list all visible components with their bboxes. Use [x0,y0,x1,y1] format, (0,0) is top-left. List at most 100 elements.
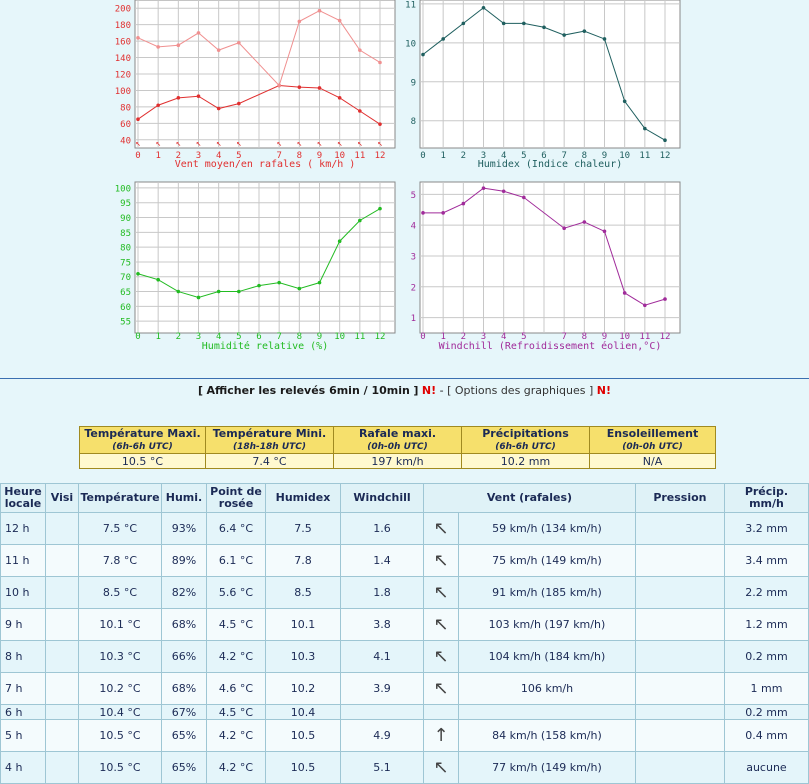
chart-data-point [216,48,221,52]
chart-x-axis-label: Vent moyen/en rafales ( km/h ) [175,159,356,170]
cell-humidite: 66% [161,640,207,673]
cell-precip: 3.2 mm [723,512,809,545]
summary-value-sun: N/A [589,453,716,469]
chart-y-tick-label: 100 [115,87,131,97]
chart-data-point [562,33,566,37]
chart-y-tick-label: 5 [411,191,416,201]
chart-x-tick-label: 2 [461,151,466,161]
wind-direction-marker-icon: ↖ [337,139,342,149]
chart-options-link[interactable]: [ Options des graphiques ] [447,384,594,397]
summary-header-tmin: Température Mini. (18h-18h UTC) [205,426,334,454]
summary-header-precip: Précipitations (6h-6h UTC) [461,426,590,454]
chart-x-tick-label: 12 [375,332,386,342]
wind-direction-marker-icon: ↖ [276,139,281,149]
chart-y-tick-label: 75 [120,258,131,268]
chart-x-tick-label: 11 [354,151,365,161]
chart-x-tick-label: 8 [582,151,587,161]
chart-x-tick-label: 10 [334,332,345,342]
summary-value-tmin: 7.4 °C [205,453,334,469]
cell-precip: 0.2 mm [723,704,809,720]
new-badge-2: N! [596,384,612,397]
chart-y-tick-label: 60 [120,303,131,313]
show-readings-link[interactable]: Afficher les relevés 6min / 10min [206,384,410,397]
chart-y-tick-label: 9 [411,78,416,88]
chart-y-tick-label: 100 [115,184,131,194]
bracket-close: ] [413,384,419,397]
chart-y-tick-label: 180 [115,21,131,31]
chart-x-tick-label: 2 [461,332,466,342]
chart-data-point [297,286,302,291]
cell-temperature: 10.4 °C [78,704,162,720]
chart-x-tick-label: 7 [561,332,566,342]
chart-y-tick-label: 200 [115,5,131,15]
chart-data-point [317,8,322,13]
chart-x-tick-label: 10 [334,151,345,161]
chart-y-tick-label: 80 [120,244,131,254]
cell-windchill: 1.8 [340,576,424,609]
chart-y-tick-label: 85 [120,229,131,239]
chart-data-point [216,106,221,111]
table-row: 6 h 10.4 °C 67% 4.5 °C 10.4 0.2 mm [0,704,809,720]
chart-data-point [582,29,587,33]
cell-windchill [340,704,424,720]
chart-y-tick-label: 65 [120,288,131,298]
wind-direction-marker-icon: ↖ [377,139,382,149]
cell-precip: 0.2 mm [723,640,809,673]
chart-data-point [257,283,261,288]
cell-precip: 1 mm [723,672,809,705]
cell-point-rosee: 4.5 °C [206,704,266,720]
chart-y-tick-label: 4 [411,222,416,232]
wind-direction-arrow-icon: ↖ [423,672,459,705]
dash-separator: - [439,384,444,397]
chart-y-tick-label: 80 [120,103,131,113]
wind-direction-marker-icon: ↖ [196,139,201,149]
chart-data-point [501,189,506,194]
chart-y-tick-label: 3 [411,252,416,262]
chart-x-tick-label: 1 [155,332,160,342]
chart-y-tick-label: 40 [120,136,131,146]
chart-x-tick-label: 12 [660,151,671,161]
wind-direction-marker-icon: ↖ [155,139,160,149]
chart-x-tick-label: 5 [521,332,526,342]
cell-vent: 75 km/h (149 km/h) [458,544,636,577]
chart-x-tick-label: 7 [276,332,281,342]
cell-point-rosee: 4.5 °C [206,608,266,641]
wind-direction-marker-icon: ↖ [176,139,181,149]
wind-direction-marker-icon: ↖ [135,139,140,149]
chart-data-point [622,291,627,295]
table-row: 5 h 10.5 °C 65% 4.2 °C 10.5 4.9 ↑ 84 km/h (158 … [0,719,809,752]
cell-windchill: 3.8 [340,608,424,641]
cell-humidex: 10.5 [265,719,341,752]
chart-data-point [297,85,302,89]
display-controls: [ Afficher les relevés 6min / 10min ] N!… [0,384,809,397]
chart-y-tick-label: 90 [120,214,131,224]
chart-data-point [337,96,342,100]
chart-data-point [237,289,241,294]
chart-x-tick-label: 0 [420,332,425,342]
chart-x-tick-label: 5 [236,332,241,342]
chart-series-line [423,187,666,306]
charts-area: 40 60 80 100 120 140 160 180 200 0 1 2 3 4 5 7 8 9 10 11 12 V… [0,0,809,378]
chart-data-point [421,211,425,215]
cell-precip: 1.2 mm [723,608,809,641]
chart-x-tick-label: 4 [501,332,506,342]
cell-humidite: 68% [161,608,207,641]
chart-data-point [136,117,140,122]
wind-direction-arrow-icon: ↖ [423,512,459,545]
table-row: 11 h 7.8 °C 89% 6.1 °C 7.8 1.4 ↖ 75 km/h (149 k… [0,544,809,577]
cell-precip: 2.2 mm [723,576,809,609]
chart-plot-area [419,0,681,149]
chart-data-point [542,25,546,30]
chart-data-point [501,21,506,26]
cell-vent: 104 km/h (184 km/h) [458,640,636,673]
cell-vent: 84 km/h (158 km/h) [458,719,636,752]
hourly-observations-table: Heure locale Visi Température Humi. Poin… [0,483,809,784]
cell-humidex: 10.2 [265,672,341,705]
chart-data-point [237,40,241,45]
cell-temperature: 8.5 °C [78,576,162,609]
wind-direction-arrow-icon: ↖ [423,608,459,641]
cell-humidite: 93% [161,512,207,545]
chart-data-point [237,101,241,106]
wind-direction-arrow-icon: ↖ [423,576,459,609]
summary-header-gust: Rafale maxi. (0h-0h UTC) [333,426,462,454]
